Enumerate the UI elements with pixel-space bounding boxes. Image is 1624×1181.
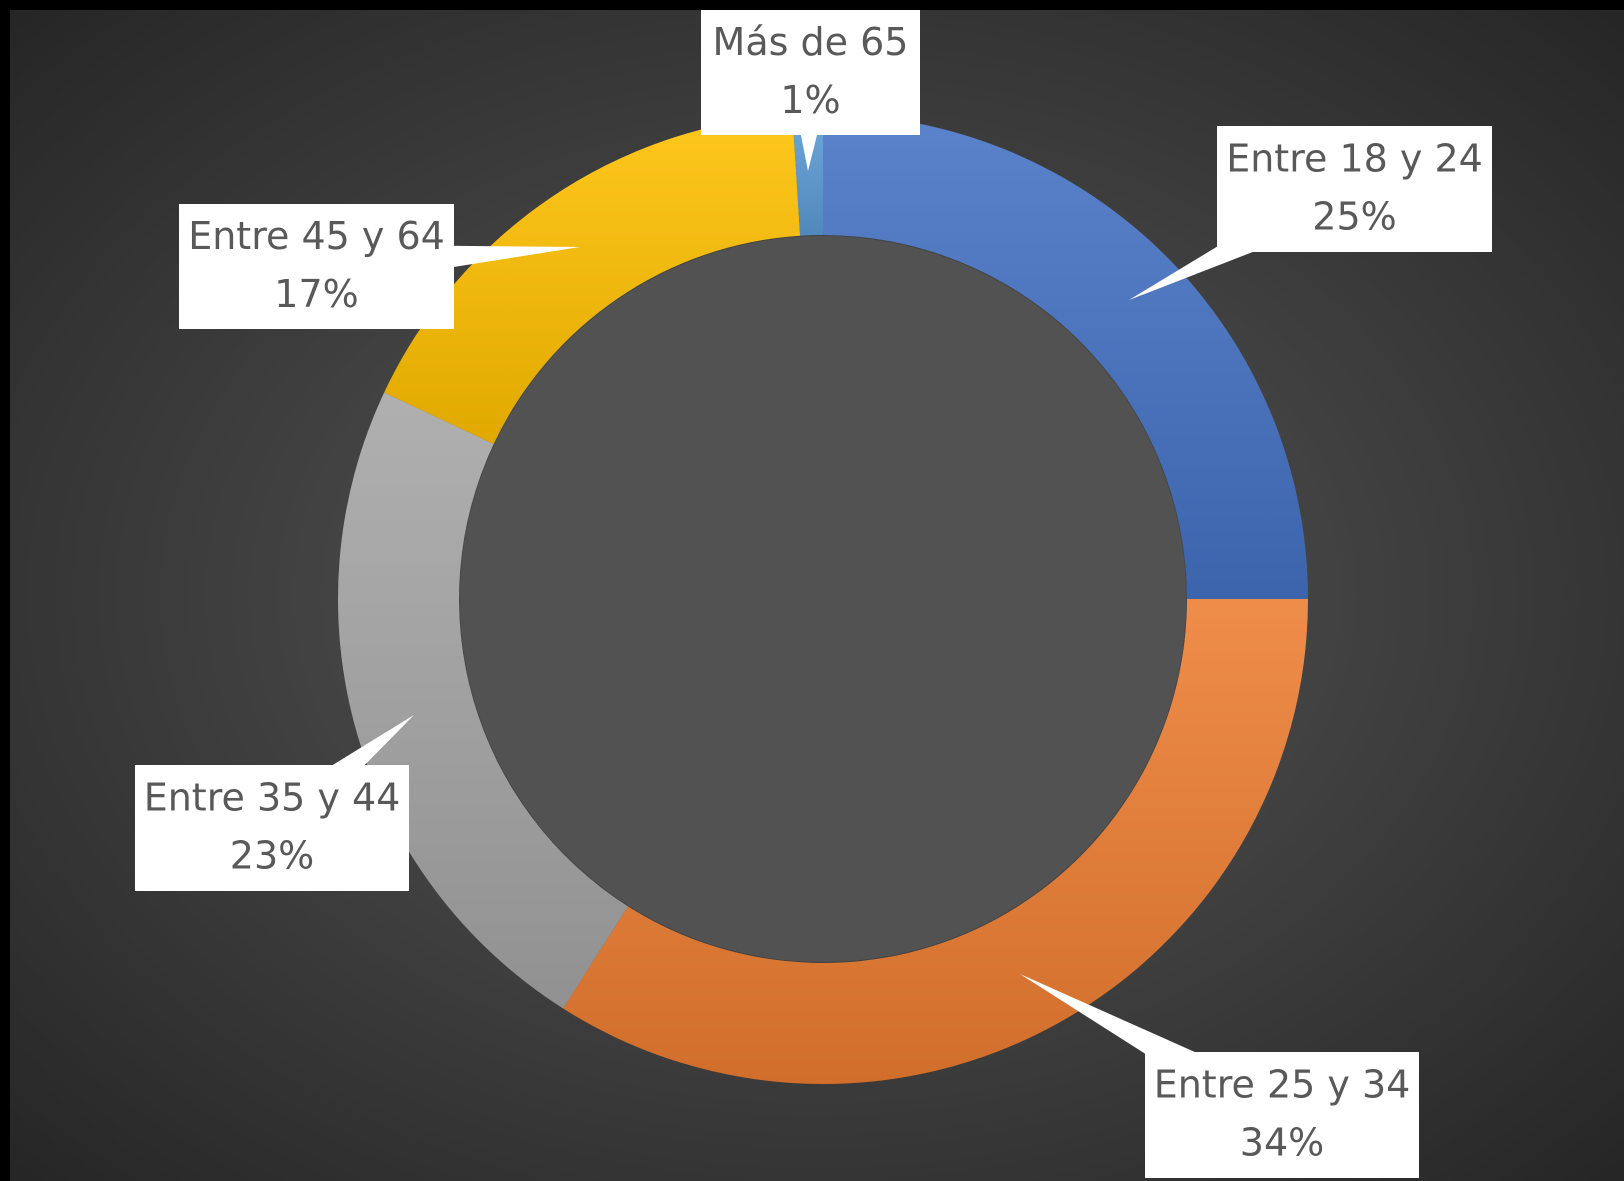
label-box bbox=[701, 10, 920, 135]
labels: Entre 18 y 24 25% Entre 25 y 34 34% Entre 35… bbox=[135, 10, 1492, 1178]
label-category: Más de 65 bbox=[713, 20, 909, 64]
slice-shade bbox=[792, 114, 823, 236]
slices bbox=[337, 114, 1308, 1084]
label-value: 17% bbox=[274, 272, 358, 316]
label-value: 23% bbox=[230, 834, 314, 878]
label-category: Entre 35 y 44 bbox=[144, 776, 401, 820]
label-category: Entre 45 y 64 bbox=[188, 214, 445, 258]
label-value: 25% bbox=[1312, 195, 1396, 239]
label-value: 34% bbox=[1240, 1121, 1324, 1165]
label-box bbox=[135, 765, 409, 891]
slice-shade bbox=[384, 114, 801, 445]
slice-shade bbox=[823, 114, 1308, 599]
label-box bbox=[1217, 126, 1492, 252]
slice-shade bbox=[337, 392, 628, 1009]
label-box bbox=[1145, 1052, 1419, 1178]
label-category: Entre 18 y 24 bbox=[1226, 137, 1483, 181]
label-category: Entre 25 y 34 bbox=[1154, 1063, 1411, 1107]
label-value: 1% bbox=[780, 78, 840, 122]
slice-shade bbox=[563, 599, 1308, 1084]
donut-hole bbox=[460, 236, 1186, 962]
label-box bbox=[179, 204, 454, 329]
